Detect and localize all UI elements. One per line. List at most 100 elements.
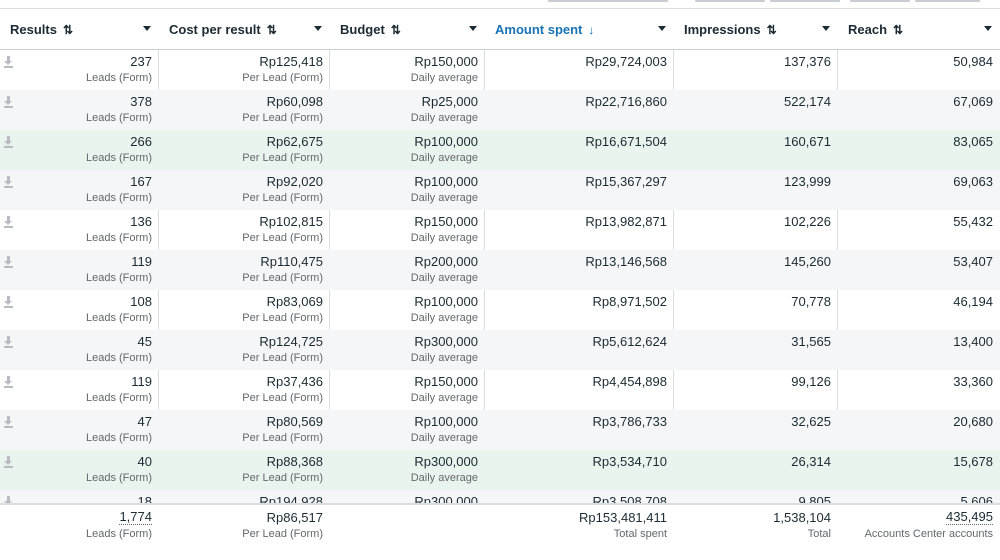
cell-impressions: 123,999 xyxy=(674,170,838,210)
cost-per-result-sublabel: Per Lead (Form) xyxy=(242,72,323,84)
cell-results: 40 Leads (Form) xyxy=(0,450,159,490)
cell-results: 47 Leads (Form) xyxy=(0,410,159,450)
download-icon[interactable] xyxy=(4,456,13,468)
cell-impressions: 32,625 xyxy=(674,410,838,450)
column-header-results[interactable]: Results ⇅ xyxy=(0,9,159,50)
sort-icon[interactable]: ⇅ xyxy=(893,22,904,37)
cost-per-result-sublabel: Per Lead (Form) xyxy=(242,192,323,204)
table-row[interactable]: 119 Leads (Form) Rp110,475 Per Lead (Form) R… xyxy=(0,250,1000,290)
results-value: 119 xyxy=(131,254,152,269)
download-icon[interactable] xyxy=(4,336,13,348)
cost-per-result-value: Rp125,418 xyxy=(259,54,323,69)
column-header-impressions[interactable]: Impressions ⇅ xyxy=(674,9,838,50)
table-row[interactable]: 47 Leads (Form) Rp80,569 Per Lead (Form) Rp1… xyxy=(0,410,1000,450)
total-reach-cell: 435,495 Accounts Center accounts xyxy=(838,505,1000,560)
caret-down-icon[interactable] xyxy=(469,26,477,31)
results-value: 237 xyxy=(130,54,152,69)
impressions-value: 102,226 xyxy=(784,214,831,229)
cell-amount-spent: Rp3,508,708 xyxy=(485,490,674,503)
table-row[interactable]: 136 Leads (Form) Rp102,815 Per Lead (Form) R… xyxy=(0,210,1000,250)
budget-value: Rp100,000 xyxy=(414,174,478,189)
cell-budget: Rp150,000 Daily average xyxy=(330,370,485,410)
horizontal-scrollbar[interactable] xyxy=(0,503,1000,505)
column-header-label: Results xyxy=(10,22,57,37)
cell-budget: Rp100,000 Daily average xyxy=(330,130,485,170)
results-sublabel: Leads (Form) xyxy=(85,472,152,484)
column-header-reach[interactable]: Reach ⇅ xyxy=(838,9,1000,50)
download-icon[interactable] xyxy=(4,96,13,108)
sort-descending-icon[interactable]: ↓ xyxy=(588,22,595,37)
column-header-amount-spent[interactable]: Amount spent ↓ xyxy=(485,9,674,50)
table-row[interactable]: 266 Leads (Form) Rp62,675 Per Lead (Form) Rp… xyxy=(0,130,1000,170)
results-value: 108 xyxy=(130,294,152,309)
table-row[interactable]: 378 Leads (Form) Rp60,098 Per Lead (Form) Rp… xyxy=(0,90,1000,130)
budget-sublabel: Daily average xyxy=(410,472,478,484)
top-toolbar-edge xyxy=(0,0,1000,9)
column-header-cost-per-result[interactable]: Cost per result ⇅ xyxy=(159,9,330,50)
toolbar-tab-edge xyxy=(850,0,910,2)
download-icon[interactable] xyxy=(4,136,13,148)
budget-value: Rp300,000 xyxy=(414,454,478,469)
cell-impressions: 26,314 xyxy=(674,450,838,490)
cost-per-result-value: Rp60,098 xyxy=(266,94,323,109)
amount-spent-value: Rp13,146,568 xyxy=(585,254,667,269)
total-results-value[interactable]: 1,774 xyxy=(119,509,152,525)
results-sublabel: Leads (Form) xyxy=(85,192,152,204)
results-value: 378 xyxy=(130,94,152,109)
caret-down-icon[interactable] xyxy=(314,26,322,31)
sort-icon[interactable]: ⇅ xyxy=(766,22,777,37)
budget-value: Rp150,000 xyxy=(414,54,478,69)
download-icon[interactable] xyxy=(4,376,13,388)
reach-value: 20,680 xyxy=(953,414,993,429)
cell-amount-spent: Rp13,982,871 xyxy=(485,210,674,250)
table-row[interactable]: 45 Leads (Form) Rp124,725 Per Lead (Form) Rp… xyxy=(0,330,1000,370)
sort-icon[interactable]: ⇅ xyxy=(390,22,401,37)
table-row[interactable]: 40 Leads (Form) Rp88,368 Per Lead (Form) Rp3… xyxy=(0,450,1000,490)
download-icon[interactable] xyxy=(4,256,13,268)
total-impressions-cell: 1,538,104 Total xyxy=(674,505,838,560)
sort-icon[interactable]: ⇅ xyxy=(266,22,277,37)
sort-icon[interactable]: ⇅ xyxy=(62,22,74,37)
cell-results: 136 Leads (Form) xyxy=(0,210,159,250)
budget-value: Rp300,000 xyxy=(414,494,478,503)
total-reach-value[interactable]: 435,495 xyxy=(946,509,993,525)
cell-reach: 67,069 xyxy=(838,90,1000,130)
amount-spent-value: Rp3,508,708 xyxy=(592,494,667,503)
download-icon[interactable] xyxy=(4,496,13,503)
caret-down-icon[interactable] xyxy=(822,26,830,31)
amount-spent-value: Rp16,671,504 xyxy=(585,134,667,149)
budget-value: Rp100,000 xyxy=(414,134,478,149)
cost-per-result-value: Rp83,069 xyxy=(266,294,323,309)
cell-amount-spent: Rp5,612,624 xyxy=(485,330,674,370)
download-icon[interactable] xyxy=(4,416,13,428)
table-row[interactable]: 119 Leads (Form) Rp37,436 Per Lead (Form) Rp… xyxy=(0,370,1000,410)
budget-sublabel: Daily average xyxy=(410,352,478,364)
column-header-budget[interactable]: Budget ⇅ xyxy=(330,9,485,50)
amount-spent-value: Rp13,982,871 xyxy=(585,214,667,229)
download-icon[interactable] xyxy=(4,176,13,188)
cell-reach: 5,606 xyxy=(838,490,1000,503)
impressions-value: 70,778 xyxy=(791,294,831,309)
caret-down-icon[interactable] xyxy=(984,26,992,31)
table-row[interactable]: 167 Leads (Form) Rp92,020 Per Lead (Form) Rp… xyxy=(0,170,1000,210)
reach-value: 46,194 xyxy=(953,294,993,309)
cell-budget: Rp150,000 Daily average xyxy=(330,50,485,90)
download-icon[interactable] xyxy=(4,216,13,228)
caret-down-icon[interactable] xyxy=(143,26,151,31)
budget-value: Rp200,000 xyxy=(414,254,478,269)
budget-sublabel: Daily average xyxy=(410,152,478,164)
caret-down-icon[interactable] xyxy=(658,26,666,31)
cell-results: 266 Leads (Form) xyxy=(0,130,159,170)
cost-per-result-value: Rp194,928 xyxy=(259,494,323,503)
total-cost-label: Per Lead (Form) xyxy=(242,528,323,540)
cell-impressions: 137,376 xyxy=(674,50,838,90)
cell-reach: 55,432 xyxy=(838,210,1000,250)
results-value: 45 xyxy=(137,334,152,349)
download-icon[interactable] xyxy=(4,56,13,68)
table-row[interactable]: 237 Leads (Form) Rp125,418 Per Lead (Form) R… xyxy=(0,50,1000,90)
table-row[interactable]: 18Leads (Form)Rp194,928Per Lead (Form)Rp… xyxy=(0,490,1000,503)
cell-amount-spent: Rp13,146,568 xyxy=(485,250,674,290)
table-row[interactable]: 108 Leads (Form) Rp83,069 Per Lead (Form) Rp… xyxy=(0,290,1000,330)
download-icon[interactable] xyxy=(4,296,13,308)
cell-amount-spent: Rp16,671,504 xyxy=(485,130,674,170)
